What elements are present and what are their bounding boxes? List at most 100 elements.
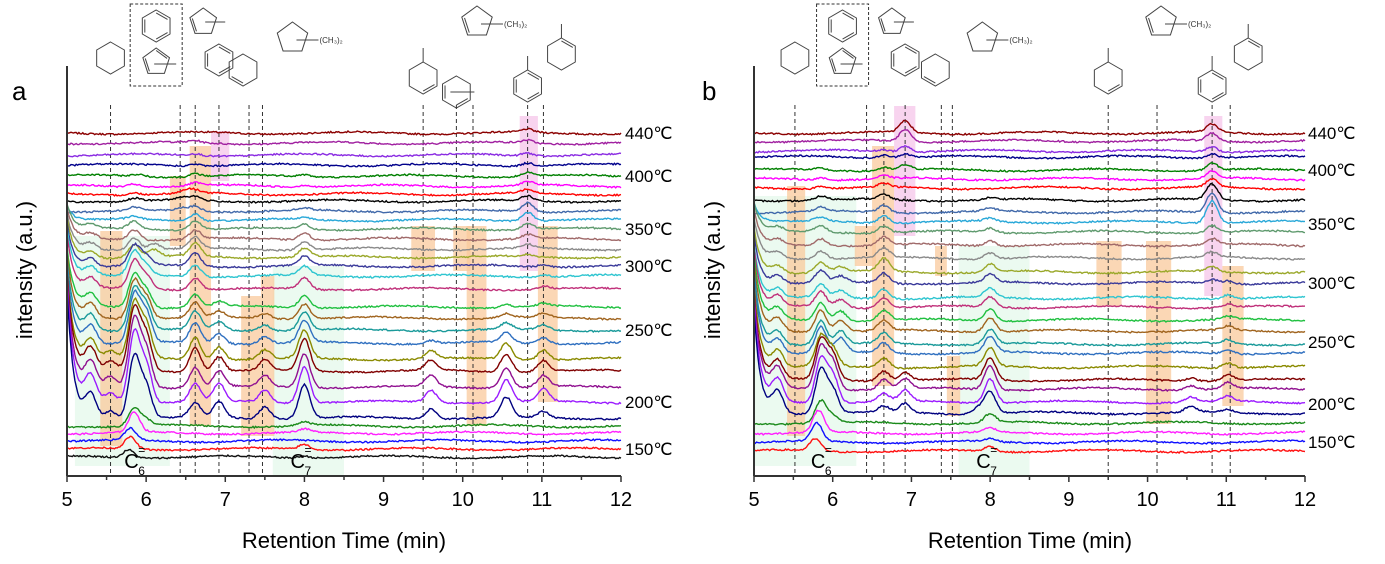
trace-18 (753, 254, 1306, 323)
trace-4 (66, 161, 622, 168)
panel-b-x-axis-title: Retention Time (min) (928, 528, 1132, 553)
annotation-subscript: 7 (304, 464, 311, 478)
trace-27 (66, 406, 622, 430)
trace-16 (66, 227, 622, 279)
x-tick-label: 10 (1136, 489, 1158, 511)
trace-14 (753, 226, 1306, 275)
molecule-toluene-double-bond (1211, 92, 1224, 100)
x-tick-label: 6 (141, 489, 152, 511)
molecule-1-methylcyclohexene-double-bond (561, 40, 574, 48)
trace-18 (66, 246, 622, 310)
molecule-benzene-double-bond (842, 12, 855, 20)
temperature-label: 350℃ (625, 220, 672, 239)
molecule-1-methylcyclohexene-ring (1233, 37, 1263, 71)
molecule-toluene-double-bond (527, 92, 540, 100)
molecule-methylcyclopentene (189, 7, 226, 34)
trace-7 (753, 177, 1306, 191)
peak-band (453, 226, 471, 271)
molecule-methylcyclopentadiene-double-bond (831, 58, 837, 72)
peak-band (787, 186, 806, 436)
axes: 5 6 7 8 9 10 11 12 (748, 66, 1316, 511)
molecule-4-methylcyclohexene-ring (408, 61, 438, 95)
trace-21 (753, 273, 1306, 356)
molecule-dimethylcyclopentene-double-bond (464, 17, 470, 33)
trace-26 (66, 287, 622, 421)
trace-27 (753, 398, 1306, 426)
trace-17 (66, 234, 622, 292)
molecule-dimethylcyclopentane-label: (CH₃)₂ (1009, 36, 1032, 45)
temperature-label: 400℃ (625, 167, 672, 186)
trace-11 (66, 203, 622, 232)
trace-19 (66, 251, 622, 321)
x-tick-label: 5 (748, 489, 759, 511)
trace-31 (66, 448, 622, 460)
molecule-benzene-double-bond (155, 32, 168, 40)
molecule-dimethylcyclopentane-label: (CH₃)₂ (319, 36, 342, 45)
trace-10 (753, 199, 1306, 225)
trace-30 (753, 438, 1306, 454)
molecule-toluene-double-bond (1211, 72, 1224, 80)
molecule-methylcyclopentadiene (828, 47, 863, 74)
molecule-benzene (828, 9, 857, 43)
trace-20 (753, 269, 1306, 347)
molecule-4-methylcyclohexene-double-bond (1107, 84, 1120, 92)
trace-8 (753, 182, 1306, 203)
trace-10 (66, 205, 622, 223)
molecule-cyclohexene-double-bond (231, 76, 244, 84)
molecule-cyclohexane-ring (780, 41, 810, 75)
annotation-superscript: = (138, 443, 145, 457)
annotation-subscript: 6 (138, 464, 145, 478)
x-tick-label: 7 (220, 489, 231, 511)
trace-15 (753, 234, 1306, 286)
molecule-benzene-double-bond (155, 12, 168, 20)
trace-5 (753, 161, 1306, 173)
product-group-band (958, 246, 1030, 476)
molecule-benzene (204, 43, 234, 77)
panel-a-letter: a (12, 76, 27, 106)
product-group-band (272, 266, 344, 476)
molecule-dimethylcyclopentene-ring (461, 5, 493, 36)
trace-3 (753, 144, 1306, 154)
annotation-superscript: = (825, 443, 832, 457)
molecule-toluene (513, 56, 542, 103)
molecule-structures: (CH₃)₂ (CH₃)₂ (780, 3, 1263, 103)
x-tick-label: 9 (1063, 489, 1074, 511)
panel-b-y-axis-title: intensity (a.u.) (700, 201, 725, 339)
molecule-dimethylcyclopentene-double-bond (1148, 17, 1154, 33)
trace-12 (753, 208, 1306, 248)
trace-2 (66, 138, 622, 146)
temperature-label: 400℃ (1308, 161, 1355, 180)
molecule-dimethylcyclopentene-ring (1145, 5, 1177, 36)
molecule-methylcyclopentadiene-double-bond (842, 50, 854, 59)
molecule-cyclohexane-ring (96, 41, 125, 75)
x-tick-label: 11 (1216, 489, 1237, 511)
trace-13 (66, 212, 622, 252)
molecule-methylcyclopentene-ring (189, 7, 218, 34)
peak-band (854, 226, 877, 266)
molecule-benzene (890, 43, 920, 77)
trace-23 (66, 271, 622, 374)
molecule-cyclohexene-ring (228, 53, 258, 87)
annotations: C 6=C 7= (124, 443, 311, 478)
molecule-benzene-double-bond (218, 46, 231, 54)
molecule-dimethylcyclopentene: (CH₃)₂ (1145, 5, 1211, 36)
trace-1 (753, 119, 1306, 136)
molecule-4-methylcyclohexene (1093, 48, 1123, 95)
x-tick-label: 11 (531, 489, 552, 511)
trace-28 (66, 411, 622, 436)
trace-1 (66, 127, 622, 136)
trace-13 (753, 217, 1306, 261)
trace-12 (66, 208, 622, 242)
molecule-structures: (CH₃)₂ (CH₃)₂ (96, 3, 576, 109)
molecule-methylcyclopentadiene-ring (142, 47, 171, 74)
peak-band (100, 231, 123, 446)
annotation-superscript: = (990, 443, 997, 457)
trace-24 (753, 293, 1306, 392)
temperature-label: 300℃ (625, 257, 672, 276)
molecule-dimethylcyclopentene-label: (CH₃)₂ (1188, 20, 1211, 29)
trace-30 (67, 435, 622, 452)
annotation-subscript: 7 (990, 464, 997, 478)
molecule-benzene (141, 9, 171, 43)
molecule-cyclohexane (96, 41, 125, 75)
